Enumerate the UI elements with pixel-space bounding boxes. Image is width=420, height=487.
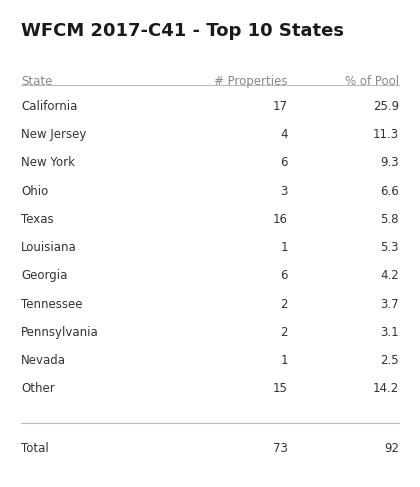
Text: 5.3: 5.3: [381, 241, 399, 254]
Text: Louisiana: Louisiana: [21, 241, 77, 254]
Text: New Jersey: New Jersey: [21, 128, 87, 141]
Text: 6: 6: [280, 156, 288, 169]
Text: 1: 1: [280, 241, 288, 254]
Text: 4.2: 4.2: [380, 269, 399, 282]
Text: Other: Other: [21, 382, 55, 395]
Text: Pennsylvania: Pennsylvania: [21, 326, 99, 339]
Text: 3.7: 3.7: [381, 298, 399, 311]
Text: 5.8: 5.8: [381, 213, 399, 226]
Text: New York: New York: [21, 156, 75, 169]
Text: % of Pool: % of Pool: [345, 75, 399, 89]
Text: WFCM 2017-C41 - Top 10 States: WFCM 2017-C41 - Top 10 States: [21, 22, 344, 40]
Text: Ohio: Ohio: [21, 185, 48, 198]
Text: 15: 15: [273, 382, 288, 395]
Text: Nevada: Nevada: [21, 354, 66, 367]
Text: 6.6: 6.6: [380, 185, 399, 198]
Text: 11.3: 11.3: [373, 128, 399, 141]
Text: 92: 92: [384, 442, 399, 455]
Text: Total: Total: [21, 442, 49, 455]
Text: 2.5: 2.5: [381, 354, 399, 367]
Text: Texas: Texas: [21, 213, 54, 226]
Text: 25.9: 25.9: [373, 100, 399, 113]
Text: 2: 2: [280, 326, 288, 339]
Text: 4: 4: [280, 128, 288, 141]
Text: State: State: [21, 75, 52, 89]
Text: Georgia: Georgia: [21, 269, 67, 282]
Text: 17: 17: [273, 100, 288, 113]
Text: 73: 73: [273, 442, 288, 455]
Text: 2: 2: [280, 298, 288, 311]
Text: # Properties: # Properties: [214, 75, 288, 89]
Text: Tennessee: Tennessee: [21, 298, 82, 311]
Text: 16: 16: [273, 213, 288, 226]
Text: 3: 3: [280, 185, 288, 198]
Text: 1: 1: [280, 354, 288, 367]
Text: 9.3: 9.3: [381, 156, 399, 169]
Text: 14.2: 14.2: [373, 382, 399, 395]
Text: California: California: [21, 100, 77, 113]
Text: 3.1: 3.1: [381, 326, 399, 339]
Text: 6: 6: [280, 269, 288, 282]
